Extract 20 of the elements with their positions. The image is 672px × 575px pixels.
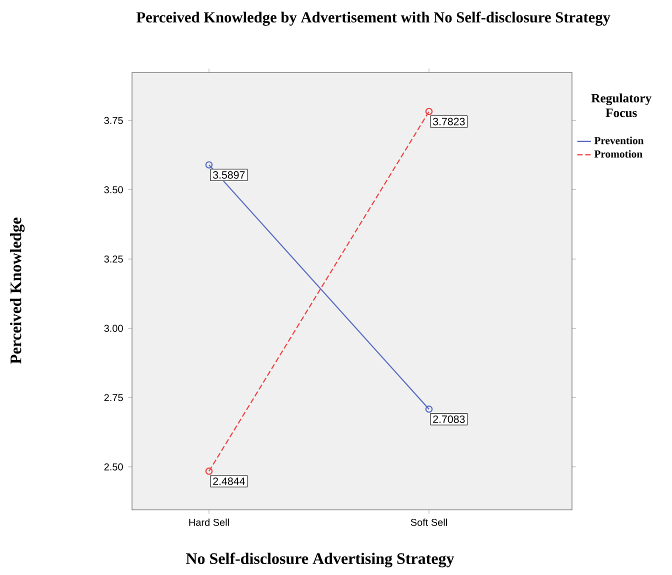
y-axis-title: Perceived Knowledge (10, 218, 25, 364)
point (425, 108, 433, 116)
x-tick-label: Hard Sell (189, 518, 229, 526)
y-tick-label: 3.75 (104, 117, 123, 124)
legend-label: Prevention (594, 136, 644, 144)
x-tick-label: Soft Sell (410, 518, 447, 526)
y-tick-label: 3.50 (104, 186, 123, 194)
y-tick-label: 3.25 (104, 256, 123, 263)
y-tick-label: 2.75 (104, 394, 123, 402)
chart-title: Perceived Knowledge by Advertisement with No Self-disclosure Strategy (136, 12, 610, 26)
data-label: 2.7083 (433, 416, 465, 424)
data-label: 3.5897 (213, 171, 245, 179)
data-label: 2.4844 (213, 478, 245, 486)
point (205, 468, 213, 476)
legend-title: Regulatory Focus (591, 94, 652, 118)
y-tick-label: 3.00 (104, 324, 123, 332)
y-tick-label: 2.50 (104, 464, 123, 471)
x-axis-title: No Self-disclosure Advertising Strategy (186, 552, 454, 568)
data-label: 3.7823 (433, 118, 465, 126)
legend-label: Promotion (594, 150, 642, 158)
